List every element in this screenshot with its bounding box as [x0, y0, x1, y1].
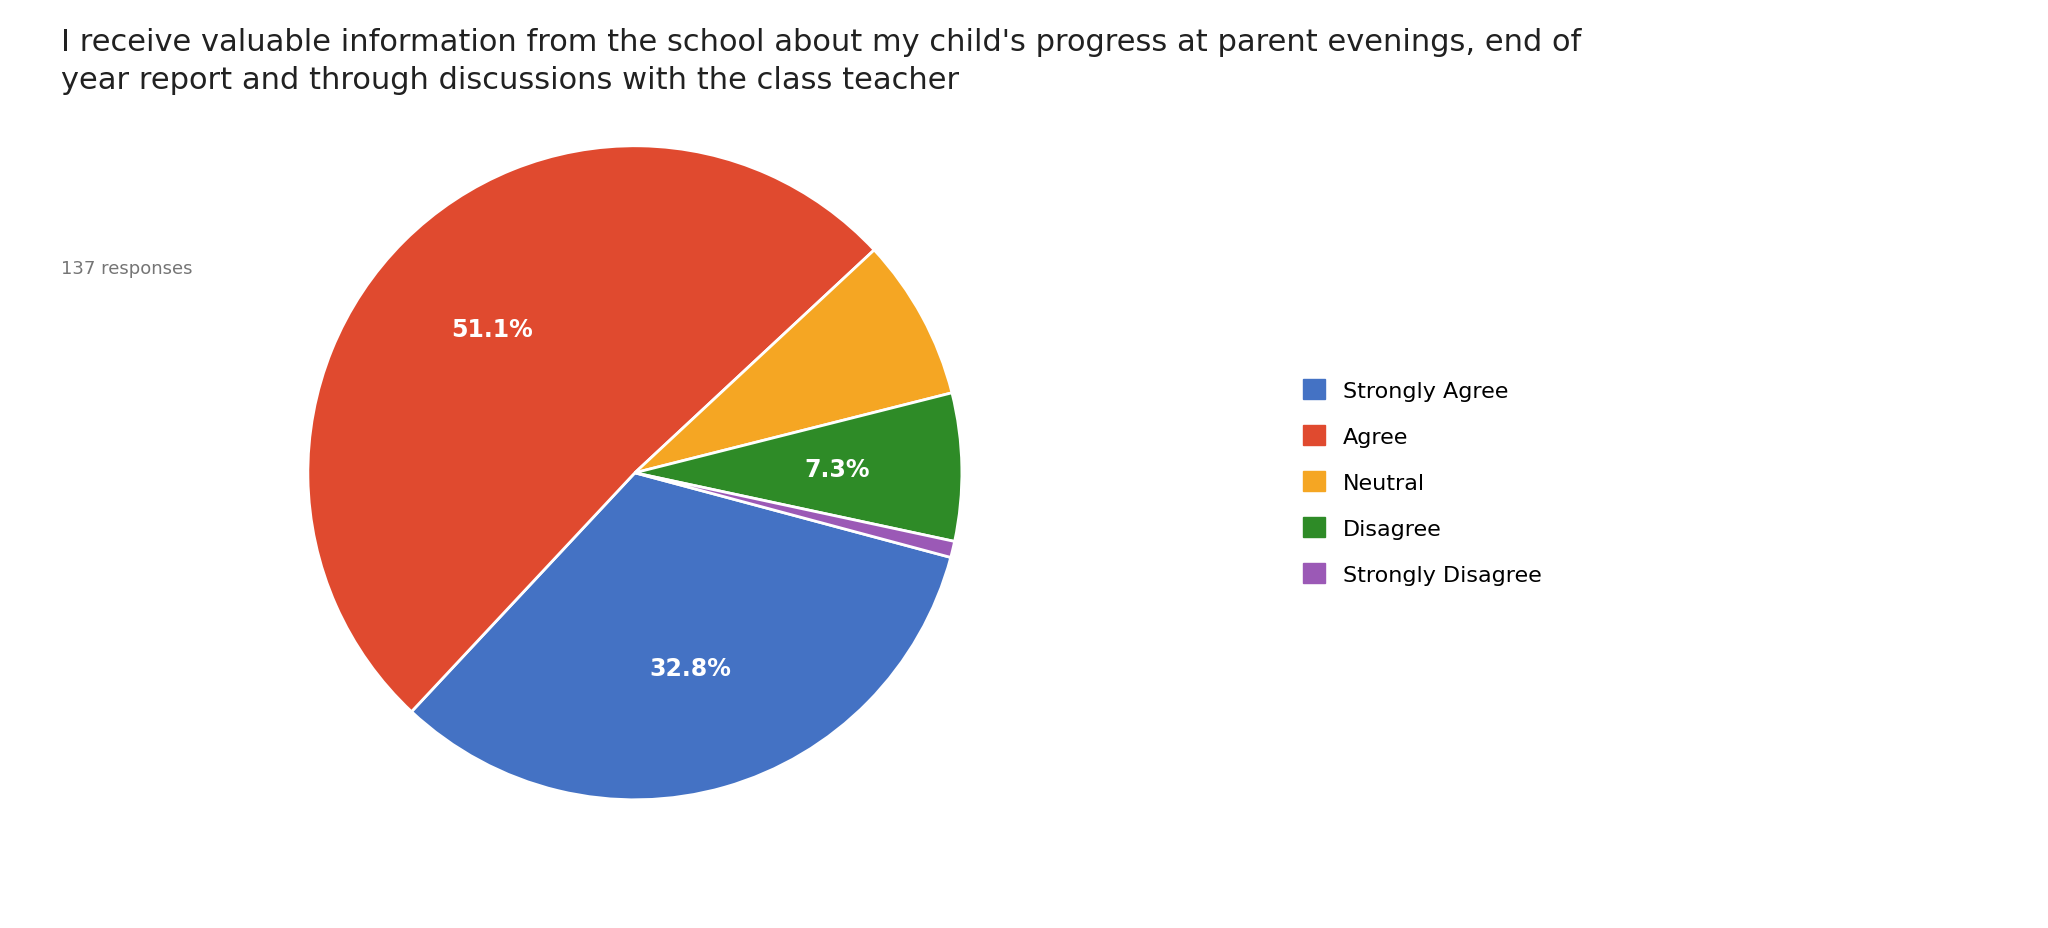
Text: 32.8%: 32.8% — [649, 656, 731, 680]
Wedge shape — [412, 473, 950, 800]
Wedge shape — [635, 473, 954, 558]
Text: 7.3%: 7.3% — [805, 458, 870, 482]
Wedge shape — [635, 251, 952, 473]
Wedge shape — [307, 147, 874, 712]
Wedge shape — [635, 393, 963, 542]
Text: 51.1%: 51.1% — [451, 318, 532, 342]
Text: 137 responses: 137 responses — [61, 260, 193, 277]
Text: I receive valuable information from the school about my child's progress at pare: I receive valuable information from the … — [61, 28, 1581, 95]
Legend: Strongly Agree, Agree, Neutral, Disagree, Strongly Disagree: Strongly Agree, Agree, Neutral, Disagree… — [1280, 357, 1565, 608]
